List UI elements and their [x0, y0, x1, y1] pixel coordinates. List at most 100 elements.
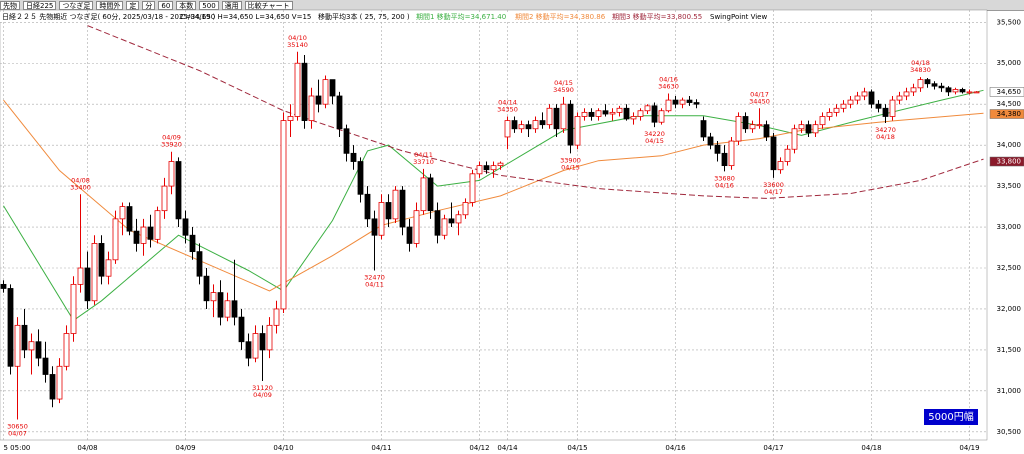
- x-tick-label: 04/12: [469, 444, 489, 452]
- candle-body: [644, 105, 651, 112]
- candle-body: [70, 283, 77, 334]
- candle-body: [189, 234, 196, 253]
- candle-body: [952, 89, 959, 93]
- candle-body: [273, 308, 280, 326]
- candle-body: [602, 110, 609, 115]
- width-note: 5000円幅: [928, 410, 973, 423]
- candle-body: [175, 161, 182, 220]
- candle-body: [245, 341, 252, 359]
- y-tick-label: 35,000: [997, 59, 1022, 67]
- candle-body: [938, 85, 945, 89]
- toolbar-item[interactable]: 本数: [176, 0, 197, 10]
- candle-body: [812, 124, 819, 134]
- swing-date: 04/07: [8, 430, 27, 438]
- x-tick-label: 04/10: [273, 444, 293, 452]
- candle-body: [0, 283, 7, 289]
- toolbar-item[interactable]: 時間外: [96, 0, 124, 10]
- swing-price: 34590: [553, 86, 574, 94]
- header-text: 日経２２５ 先物期近 つなぎ足( 60分, 2025/03/18 - 2025/…: [2, 12, 216, 21]
- swing-price: 30650: [7, 423, 28, 431]
- candle-body: [707, 136, 714, 146]
- moving-average-line: [3, 89, 984, 322]
- y-tick-label: 33,000: [997, 223, 1022, 231]
- width-note-bg: [924, 409, 978, 425]
- candle-body: [735, 116, 742, 142]
- swing-date: 04/17: [750, 90, 769, 98]
- candle-body: [217, 292, 224, 318]
- swing-date: 04/08: [71, 176, 90, 184]
- toolbar-item[interactable]: つなぎ足: [59, 0, 94, 10]
- candle-body: [161, 185, 168, 212]
- candle-body: [714, 144, 721, 154]
- candle-body: [497, 162, 504, 167]
- candle-body: [371, 218, 378, 236]
- candle-body: [280, 120, 287, 310]
- candle-body: [784, 148, 791, 162]
- toolbar-item[interactable]: 分: [142, 0, 156, 10]
- candle-body: [959, 89, 966, 93]
- candle-body: [756, 124, 763, 127]
- candle-body: [931, 83, 938, 87]
- header-text: 期間2 移動平均=34,380.86: [515, 12, 606, 21]
- candle-body: [581, 111, 588, 117]
- candle-body: [7, 288, 14, 367]
- candle-body: [266, 324, 273, 351]
- candle-body: [462, 202, 469, 216]
- swing-date: 04/18: [911, 59, 930, 67]
- candle-body: [399, 189, 406, 228]
- swing-date: 04/16: [659, 76, 678, 84]
- candle-body: [126, 206, 133, 232]
- candle-body: [287, 116, 294, 121]
- toolbar-item[interactable]: 適用: [221, 0, 242, 10]
- candle-body: [833, 107, 840, 113]
- candle-body: [868, 91, 875, 105]
- candle-body: [196, 251, 203, 277]
- swing-price: 33680: [714, 174, 735, 182]
- candle-body: [434, 210, 441, 236]
- swing-date: 04/14: [498, 98, 517, 106]
- candle-body: [658, 110, 665, 123]
- candle-body: [441, 218, 448, 236]
- candle-body: [749, 124, 756, 130]
- candle-body: [525, 124, 532, 130]
- x-tick-label: 5 05:00: [4, 444, 31, 452]
- swing-price: 34450: [749, 97, 770, 105]
- candle-body: [224, 300, 231, 318]
- toolbar-item[interactable]: 比較チャート: [244, 0, 293, 10]
- candle-body: [448, 218, 455, 224]
- candle-body: [672, 99, 679, 105]
- candle-body: [343, 128, 350, 154]
- candle-body: [420, 177, 427, 212]
- x-tick-label: 04/18: [861, 444, 881, 452]
- y-tick-label: 34,500: [997, 100, 1022, 108]
- candle-body: [819, 116, 826, 126]
- swing-price: 34630: [658, 83, 679, 91]
- candle-body: [385, 202, 392, 220]
- candle-body: [392, 189, 399, 220]
- swing-date: 04/09: [253, 391, 272, 399]
- candle-body: [924, 79, 931, 85]
- toolbar-item[interactable]: 500: [199, 0, 219, 10]
- swing-price: 33900: [560, 156, 581, 164]
- swing-date: 04/10: [288, 34, 307, 42]
- y-tick-label: 32,500: [997, 264, 1022, 272]
- y-tick-label: 31,000: [997, 387, 1022, 395]
- swing-date: 04/11: [365, 280, 384, 288]
- candle-body: [532, 120, 539, 130]
- toolbar-item[interactable]: 日経225: [23, 0, 57, 10]
- candle-body: [154, 210, 161, 240]
- toolbar-item[interactable]: 定: [126, 0, 140, 10]
- plot-area: [0, 9, 988, 441]
- y-tick-label: 30,500: [997, 428, 1022, 436]
- swing-date: 04/18: [876, 133, 895, 141]
- swing-date: 04/15: [645, 137, 664, 145]
- y-tick-label: 34,000: [997, 141, 1022, 149]
- candle-body: [112, 218, 119, 261]
- swing-price: 34270: [875, 126, 896, 134]
- price-badge-label: 34,650: [997, 88, 1022, 96]
- swing-price: 34220: [644, 130, 665, 138]
- toolbar-item[interactable]: 60: [158, 0, 174, 10]
- toolbar-item[interactable]: 先物: [0, 0, 20, 10]
